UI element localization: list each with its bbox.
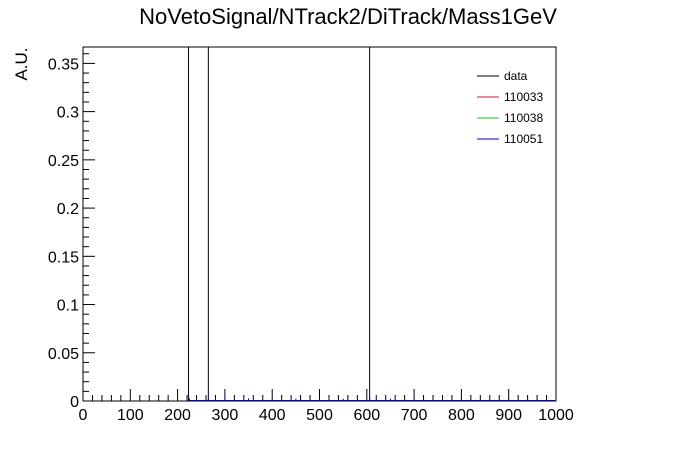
axis-tick-labels: 0 100 200 300 400 500 600 700 800 900 1000 0 0.05 0.1…	[48, 56, 574, 424]
plot-frame	[82, 46, 557, 402]
x-tick-label: 400	[259, 407, 286, 424]
x-tick-label: 300	[212, 407, 239, 424]
x-tick-label: 100	[117, 407, 144, 424]
y-tick-label: 0.1	[57, 298, 79, 315]
x-tick-label: 700	[401, 407, 428, 424]
legend-label-110051: 110051	[504, 132, 543, 146]
legend: data 110033 110038 110051	[477, 69, 543, 146]
x-tick-label: 0	[79, 407, 88, 424]
legend-label-110033: 110033	[504, 90, 543, 104]
y-tick-label: 0.25	[48, 153, 79, 170]
y-tick-label: 0.05	[48, 346, 79, 363]
y-tick-label: 0.15	[48, 249, 79, 266]
x-tick-label: 900	[495, 407, 522, 424]
y-tick-label: 0.2	[57, 201, 79, 218]
y-tick-label: 0.35	[48, 56, 79, 73]
series-layer	[187, 47, 555, 401]
y-tick-label: 0	[70, 394, 79, 411]
x-tick-label: 600	[353, 407, 380, 424]
legend-label-data: data	[504, 69, 528, 83]
axis-ticks	[82, 53, 557, 402]
legend-label-110038: 110038	[504, 111, 543, 125]
x-tick-label: 1000	[538, 407, 574, 424]
x-tick-label: 500	[306, 407, 333, 424]
chart-title: NoVetoSignal/NTrack2/DiTrack/Mass1GeV	[139, 4, 557, 29]
y-tick-label: 0.3	[57, 105, 79, 122]
y-axis-label: A.U.	[12, 47, 31, 80]
x-tick-label: 800	[448, 407, 475, 424]
x-tick-label: 200	[164, 407, 191, 424]
